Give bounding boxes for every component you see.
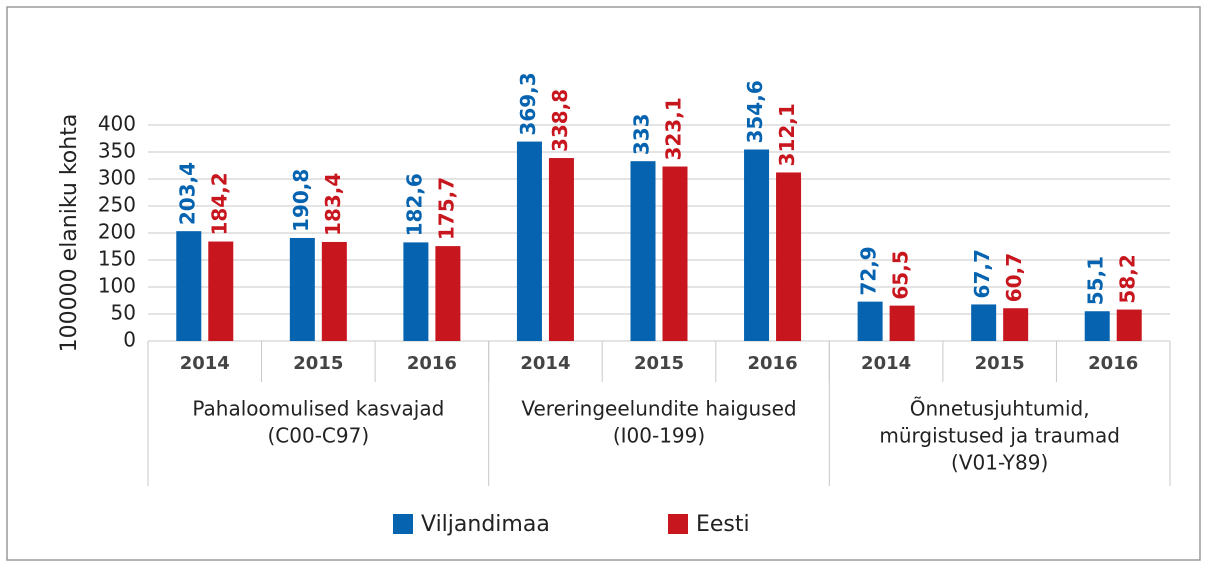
data-label: 312,1 [775,103,799,166]
chart-border [6,6,1201,561]
legend-label: Eesti [696,512,750,537]
data-label: 58,2 [1116,254,1140,303]
data-label: 333 [630,113,654,155]
bar [744,149,770,341]
group-label: (V01-Y89) [951,451,1048,475]
bar [776,172,802,341]
group-label: Õnnetusjuhtumid, [910,397,1090,421]
y-tick-label: 350 [98,139,136,163]
x-tick-label: 2014 [520,353,570,374]
bar [1116,309,1142,341]
bar [630,161,656,341]
bar [403,242,429,341]
data-label: 369,3 [516,72,540,135]
legend-swatch [668,514,688,534]
legend-swatch [393,514,413,534]
data-label: 175,7 [434,177,458,240]
x-tick-label: 2015 [634,353,684,374]
data-label: 72,9 [857,246,881,295]
data-label: 65,5 [889,250,913,299]
data-label: 67,7 [970,249,994,298]
legend-label: Viljandimaa [421,512,550,537]
x-tick-label: 2014 [861,353,911,374]
bar [321,241,347,341]
bar [435,246,461,341]
bar [516,141,542,341]
y-tick-label: 250 [98,193,136,217]
x-tick-label: 2016 [1088,353,1138,374]
bar [1003,308,1029,341]
group-label: mürgistused ja traumad [879,424,1120,448]
y-axis-label: 100000 elaniku kohta [57,114,82,353]
y-tick-label: 200 [98,220,136,244]
data-label: 55,1 [1084,256,1108,305]
bar [548,158,574,341]
group-label: Vereringeelundite haigused [521,397,796,421]
y-tick-label: 400 [98,112,136,136]
data-label: 60,7 [1002,253,1026,302]
data-label: 338,8 [548,89,572,152]
bar [662,166,688,341]
data-label: 190,8 [289,169,313,232]
group-label: (C00-C97) [268,424,370,448]
bar [289,237,315,341]
bar [857,301,883,341]
bar [971,304,997,341]
x-tick-label: 2016 [748,353,798,374]
data-label: 354,6 [743,80,767,143]
bar [1084,311,1110,341]
group-label: (I00-199) [613,424,705,448]
x-tick-label: 2016 [407,353,457,374]
bar [889,305,915,341]
data-label: 183,4 [321,173,345,236]
bar [208,241,234,341]
data-label: 323,1 [662,97,686,160]
y-tick-label: 150 [98,247,136,271]
data-label: 203,4 [175,162,199,225]
group-label: Pahaloomulised kasvajad [192,397,444,421]
data-label: 184,2 [207,172,231,235]
y-tick-label: 100 [98,274,136,298]
x-tick-label: 2014 [180,353,230,374]
bar [176,231,202,341]
x-tick-label: 2015 [293,353,343,374]
x-tick-label: 2015 [975,353,1025,374]
y-tick-label: 50 [111,301,136,325]
y-tick-label: 300 [98,166,136,190]
data-label: 182,6 [402,173,426,236]
y-tick-label: 0 [123,328,136,352]
